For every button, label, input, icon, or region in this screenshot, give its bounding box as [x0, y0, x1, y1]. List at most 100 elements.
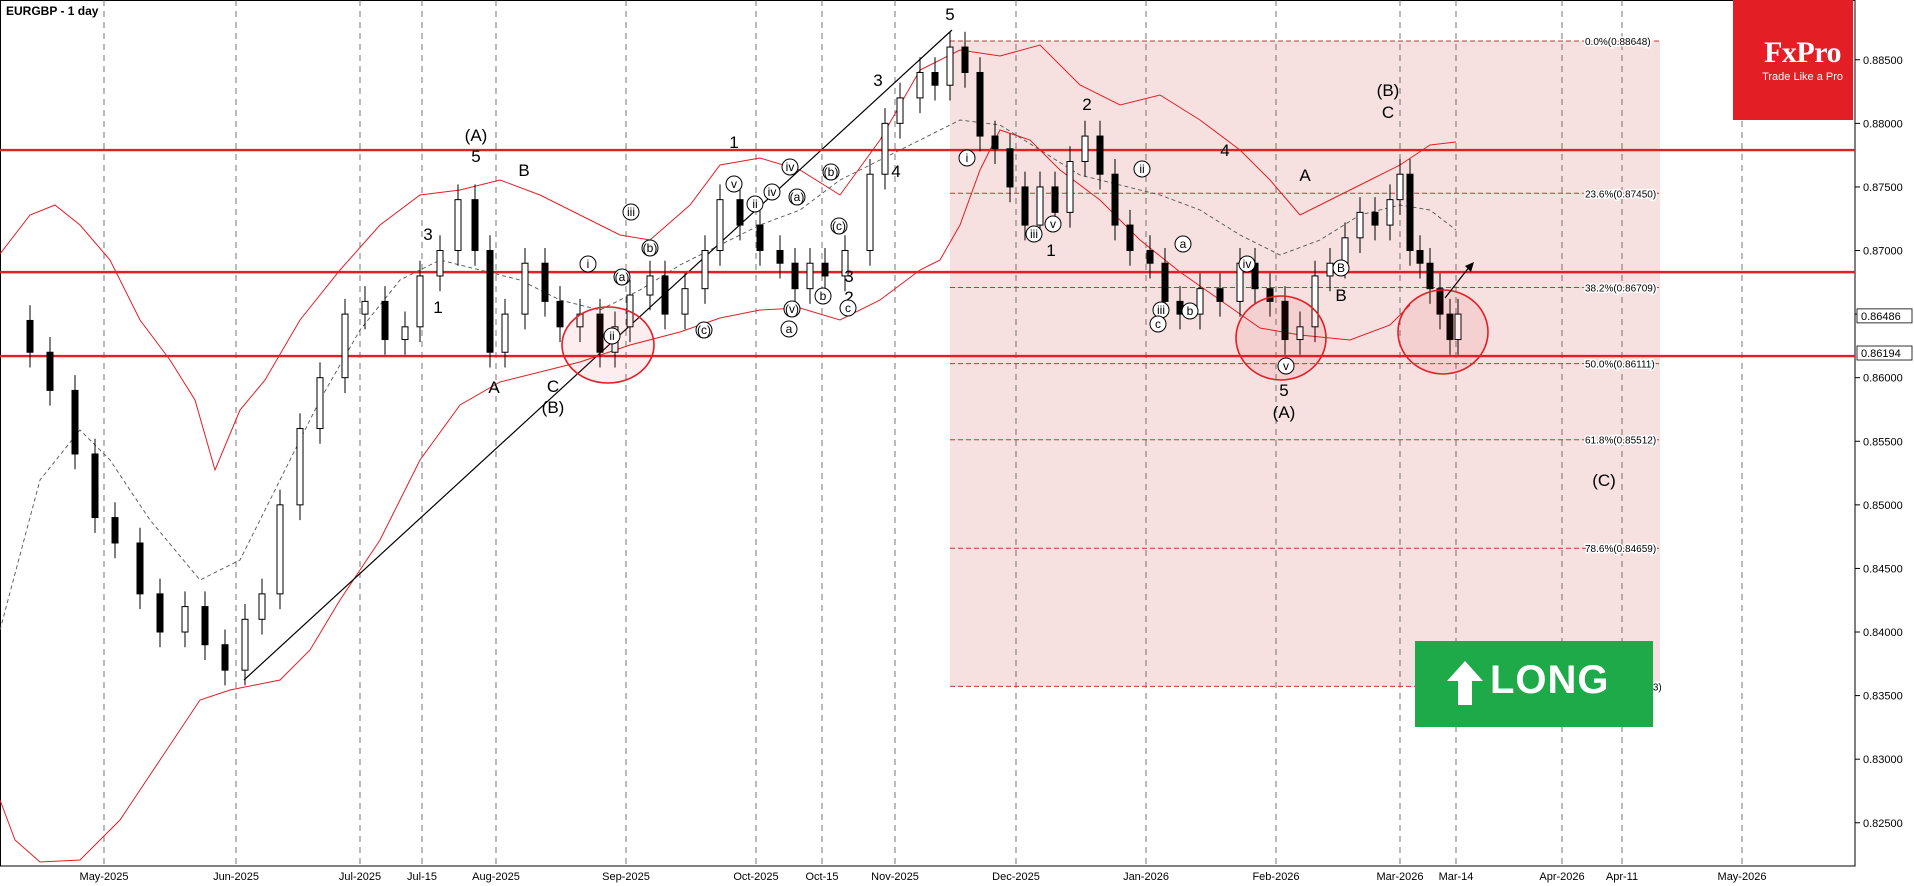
sub-wave-label: a	[1180, 237, 1187, 251]
candle-body	[316, 377, 324, 430]
candle-body	[1021, 186, 1029, 226]
fib-level-label: 0.0%(0.88648)	[1585, 37, 1651, 48]
candle-body	[91, 453, 99, 519]
x-tick-label: Jul-15	[407, 871, 437, 883]
candle-body	[111, 517, 119, 544]
wave-label: 2	[844, 288, 853, 307]
sub-wave-label: v	[731, 177, 737, 191]
x-tick-label: May-2026	[1718, 871, 1767, 883]
candle-body	[201, 606, 209, 646]
long-label: LONG	[1490, 658, 1610, 702]
x-tick-label: Apr-2026	[1539, 871, 1584, 883]
wave-label: (B)	[1377, 81, 1400, 100]
sub-wave-circle	[839, 299, 857, 317]
wave-label: 5	[945, 5, 954, 24]
sub-wave-circle	[641, 239, 659, 257]
sub-wave-circle	[1181, 302, 1199, 320]
projection-arrow-head	[1465, 262, 1474, 272]
wave-label: 1	[729, 133, 738, 152]
x-tick-label: Jun-2025	[213, 871, 259, 883]
candle-body	[1454, 313, 1462, 341]
chart-title: EURGBP - 1 day	[6, 4, 99, 18]
sub-wave-label: iii	[1030, 227, 1038, 241]
sub-wave-label: iv	[786, 160, 795, 174]
wave-label: B	[518, 161, 529, 180]
candle-body	[136, 542, 144, 595]
candle-body	[991, 135, 999, 150]
candle-body	[1036, 186, 1044, 226]
candle-body	[1096, 135, 1104, 175]
sub-wave-circle	[613, 268, 631, 286]
projection-arrow-shaft	[1444, 265, 1471, 299]
sub-wave-label: (b)	[824, 165, 839, 179]
sub-wave-label: (v)	[785, 302, 799, 316]
fib-level-label: 61.8%(0.85512)	[1585, 436, 1656, 447]
wave-label: B	[1335, 286, 1346, 305]
y-tick-label: 0.85500	[1863, 436, 1903, 448]
candle-body	[1146, 250, 1154, 264]
candle-body	[806, 262, 814, 290]
x-tick-label: Jan-2026	[1123, 871, 1169, 883]
fxpro-logo: FxPro Trade Like a Pro	[1733, 0, 1853, 120]
wave-label: 3	[844, 267, 853, 286]
candle-body	[1066, 161, 1074, 213]
y-tick-label: 0.83500	[1863, 691, 1903, 703]
candle-body	[756, 224, 764, 252]
fib-level-label: 23.6%(0.87450)	[1585, 189, 1656, 200]
sub-wave-circle	[1174, 235, 1192, 253]
y-tick-label: 0.87000	[1863, 246, 1903, 258]
candle-body	[821, 262, 829, 277]
candle-body	[681, 288, 689, 315]
candle-body	[341, 313, 349, 379]
y-tick-label: 0.82500	[1863, 818, 1903, 830]
candle-body	[181, 606, 189, 633]
sub-wave-circle	[622, 203, 640, 221]
x-tick-label: Jul-2025	[339, 871, 381, 883]
sub-wave-label: (c)	[697, 323, 711, 337]
sub-wave-label: ii	[752, 197, 757, 211]
candle-body	[454, 199, 462, 252]
wave-label: C	[547, 377, 559, 396]
x-tick-label: May-2025	[80, 871, 129, 883]
sub-wave-label: b	[1187, 304, 1194, 318]
candle-body	[276, 504, 284, 595]
candle-body	[26, 319, 34, 353]
candle-body	[501, 313, 509, 353]
sub-wave-circle	[1044, 215, 1062, 233]
candle-body	[486, 250, 494, 353]
long-badge[interactable]: LONG	[1415, 641, 1653, 727]
x-tick-label: Dec-2025	[992, 871, 1040, 883]
candle-body	[1006, 148, 1014, 188]
sub-wave-label: (a)	[615, 270, 630, 284]
candle-body	[1281, 300, 1289, 341]
candle-body	[361, 300, 369, 315]
candle-body	[556, 300, 564, 328]
candle-body	[1051, 186, 1059, 213]
highlight-circle	[1397, 289, 1489, 375]
sub-wave-circle	[781, 158, 799, 176]
candle-body	[646, 275, 654, 296]
candle-body	[976, 71, 984, 137]
sub-wave-label: i	[587, 257, 590, 271]
wave-label: (A)	[465, 126, 488, 145]
sub-wave-circle	[1133, 160, 1151, 178]
wave-label: 2	[1082, 95, 1091, 114]
sub-wave-circle	[1332, 259, 1350, 277]
sub-wave-label: ii	[609, 329, 614, 343]
fib-level-label: 38.2%(0.86709)	[1585, 284, 1656, 295]
wave-label: (B)	[542, 398, 565, 417]
sub-wave-circle	[695, 321, 713, 339]
sub-wave-circle	[603, 327, 621, 345]
sub-wave-circle	[1238, 255, 1256, 273]
candle-body	[156, 593, 164, 633]
candle-body	[436, 250, 444, 277]
sub-wave-circle	[1277, 357, 1295, 375]
candle-body	[1326, 262, 1334, 277]
y-tick-label: 0.88500	[1863, 55, 1903, 67]
candle-body	[541, 262, 549, 302]
candle-body	[716, 199, 724, 252]
candle-body	[946, 46, 954, 86]
x-tick-label: Apr-11	[1606, 871, 1638, 883]
x-tick-label: Nov-2025	[871, 871, 919, 883]
